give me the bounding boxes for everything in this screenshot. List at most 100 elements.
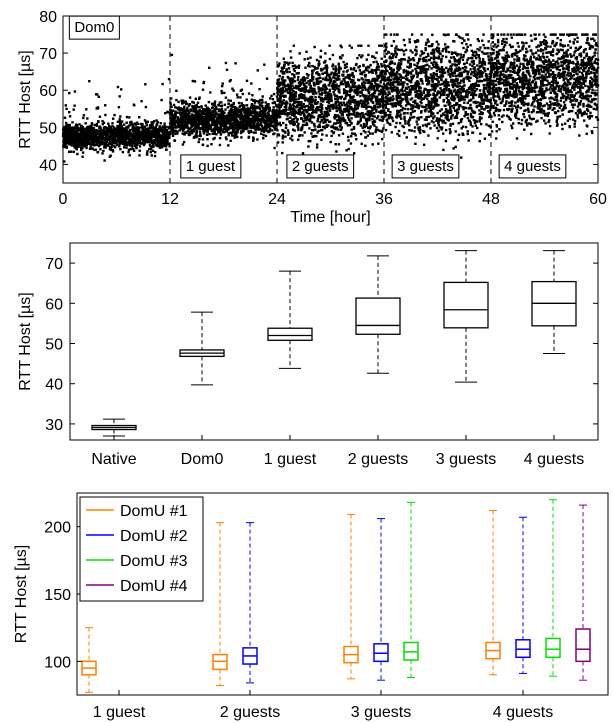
scatter-point	[281, 109, 285, 112]
scatter-point	[87, 127, 90, 130]
scatter-point	[252, 137, 255, 140]
scatter-point	[70, 144, 73, 147]
scatter-point	[365, 58, 368, 61]
scatter-point	[364, 78, 367, 81]
scatter-point	[159, 122, 162, 125]
scatter-point	[367, 102, 370, 105]
scatter-point	[299, 80, 302, 84]
scatter-point	[364, 68, 367, 72]
scatter-point	[340, 119, 343, 122]
scatter-point	[77, 132, 80, 135]
scatter-point	[212, 118, 216, 121]
scatter-point	[149, 151, 152, 154]
scatter-point	[197, 126, 201, 129]
scatter-point	[268, 130, 271, 133]
scatter-point	[334, 94, 337, 98]
scatter-point	[210, 102, 214, 105]
scatter-point	[263, 63, 266, 66]
scatter-point	[311, 78, 315, 81]
scatter-point	[222, 122, 225, 125]
scatter-point	[481, 63, 484, 66]
scatter-point	[288, 112, 291, 116]
scatter-point	[370, 88, 373, 91]
scatter-point	[304, 109, 307, 112]
scatter-point	[236, 119, 239, 123]
scatter-point	[152, 120, 156, 123]
scatter-point	[201, 127, 204, 131]
scatter-point	[162, 134, 165, 137]
scatter-point	[99, 127, 103, 130]
scatter-point	[80, 129, 84, 132]
scatter-point	[249, 123, 252, 126]
scatter-point	[314, 128, 317, 131]
scatter-point	[253, 101, 257, 104]
scatter-point	[116, 131, 119, 134]
scatter-point	[154, 142, 157, 145]
scatter-point	[212, 127, 216, 131]
scatter-point	[346, 84, 349, 88]
scatter-point	[155, 119, 158, 122]
scatter-point	[361, 126, 364, 129]
scatter-point	[305, 50, 308, 53]
scatter-point	[214, 128, 218, 131]
scatter-point	[220, 111, 223, 114]
scatter-point	[113, 145, 116, 148]
scatter-point	[337, 103, 341, 107]
scatter-point	[477, 69, 481, 72]
scatter-point	[276, 86, 279, 90]
scatter-point	[261, 105, 264, 108]
scatter-point	[462, 106, 466, 109]
scatter-point	[177, 122, 180, 126]
scatter-point	[146, 150, 149, 153]
scatter-point	[287, 63, 290, 66]
scatter-point	[359, 94, 362, 98]
scatter-point	[77, 140, 80, 144]
scatter-point	[372, 60, 375, 64]
scatter-point	[360, 77, 363, 80]
scatter-point	[157, 129, 160, 133]
scatter-point	[265, 119, 268, 122]
scatter-point	[164, 112, 167, 115]
scatter-point	[108, 135, 111, 139]
scatter-point	[339, 116, 342, 119]
scatter-point	[337, 68, 341, 71]
scatter-point	[376, 117, 379, 120]
scatter-point	[113, 139, 117, 142]
scatter-point	[79, 128, 82, 132]
scatter-point	[229, 131, 232, 134]
scatter-point	[484, 52, 487, 55]
scatter-point	[336, 119, 339, 122]
scatter-point	[173, 126, 176, 129]
scatter-point	[262, 130, 266, 134]
scatter-point	[289, 50, 292, 53]
scatter-point	[313, 100, 316, 103]
scatter-point	[351, 113, 354, 116]
scatter-point	[370, 114, 373, 117]
scatter-point	[128, 139, 131, 142]
scatter-point	[192, 130, 196, 133]
scatter-point	[441, 82, 444, 86]
scatter-point	[84, 137, 88, 140]
scatter-point	[274, 121, 277, 124]
scatter-point	[353, 108, 356, 111]
scatter-point	[312, 116, 316, 119]
scatter-point	[133, 144, 136, 147]
scatter-point	[83, 128, 86, 131]
scatter-point	[280, 66, 284, 69]
scatter-point	[298, 94, 301, 97]
scatter-point	[373, 81, 377, 84]
scatter-point	[255, 124, 258, 128]
scatter-point	[465, 93, 468, 96]
scatter-point	[413, 126, 417, 129]
scatter-point	[230, 123, 233, 126]
scatter-point	[170, 117, 174, 120]
scatter-point	[269, 124, 272, 127]
scatter-point	[304, 123, 307, 127]
scatter-point	[217, 108, 221, 111]
scatter-point	[148, 130, 151, 133]
scatter-point	[455, 52, 458, 55]
scatter-point	[242, 118, 245, 121]
scatter-point	[354, 85, 357, 88]
scatter-point	[63, 145, 67, 149]
scatter-point	[316, 125, 320, 128]
